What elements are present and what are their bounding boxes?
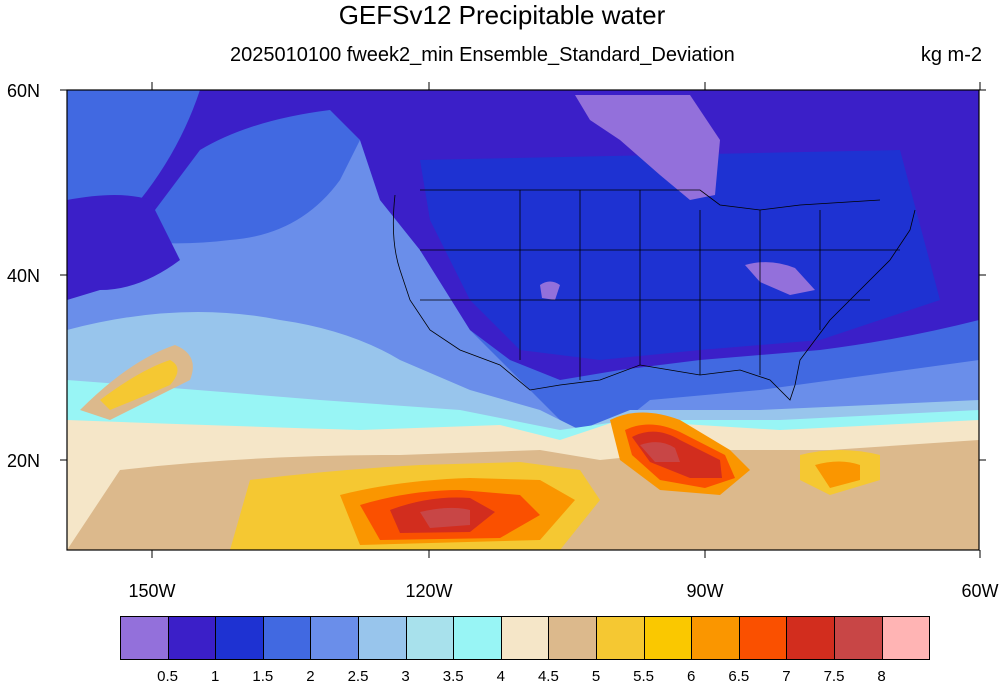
colorbar-box: [120, 616, 169, 660]
lat-label-40n: 40N: [6, 266, 40, 286]
contour-field: [67, 90, 979, 550]
colorbar-box: [358, 616, 407, 660]
colorbar-label: 6.5: [728, 668, 750, 685]
colorbar-label: 3.5: [442, 668, 464, 685]
colorbar-label: 2.5: [347, 668, 369, 685]
colorbar-label: 7: [782, 668, 791, 685]
colorbar-label: 2: [306, 668, 315, 685]
lon-label-150w: 150W: [128, 581, 176, 601]
colorbar-box: [167, 616, 217, 660]
colorbar-box: [310, 616, 359, 660]
colorbar-label: 5.5: [633, 668, 655, 685]
colorbar-box: [643, 616, 693, 660]
lon-label-60w: 60W: [961, 581, 999, 601]
colorbar-box: [215, 616, 264, 660]
colorbar-label: 5: [591, 668, 601, 685]
axis-ticks: [60, 82, 986, 558]
colorbar-box: [786, 616, 835, 660]
colorbar-box: [405, 616, 455, 660]
map-subtitle: 2025010100 fweek2_min Ensemble_Standard_…: [230, 44, 735, 66]
colorbar-label: 6: [687, 668, 696, 685]
colorbar-box: [262, 616, 312, 660]
lon-label-120w: 120W: [405, 581, 453, 601]
colorbar-label: 7.5: [823, 668, 845, 685]
coastlines: [392, 189, 916, 401]
colorbar-label: 3: [401, 668, 410, 685]
lat-label-20n: 20N: [6, 451, 40, 471]
colorbar-label: 4.5: [537, 668, 559, 685]
lon-label-90w: 90W: [686, 581, 724, 601]
colorbar-label: 1.5: [252, 668, 274, 685]
colorbar-box: [596, 616, 645, 660]
colorbar-label: 8: [877, 668, 886, 685]
colorbar-box: [453, 616, 502, 660]
lat-label-60n: 60N: [6, 81, 40, 101]
map-title: GEFSv12 Precipitable water: [338, 0, 666, 30]
colorbar-box: [500, 616, 550, 660]
colorbar-box: [691, 616, 740, 660]
units-label: kg m-2: [920, 44, 982, 66]
colorbar-box: [738, 616, 788, 660]
colorbar-box: [834, 616, 883, 660]
colorbar-label: 1: [211, 668, 220, 685]
colorbar-box: [548, 616, 597, 660]
colorbar-box: [881, 616, 931, 660]
colorbar-label: 4: [496, 668, 505, 685]
map-frame: [66, 89, 980, 551]
colorbar-label: 0.5: [157, 668, 179, 685]
